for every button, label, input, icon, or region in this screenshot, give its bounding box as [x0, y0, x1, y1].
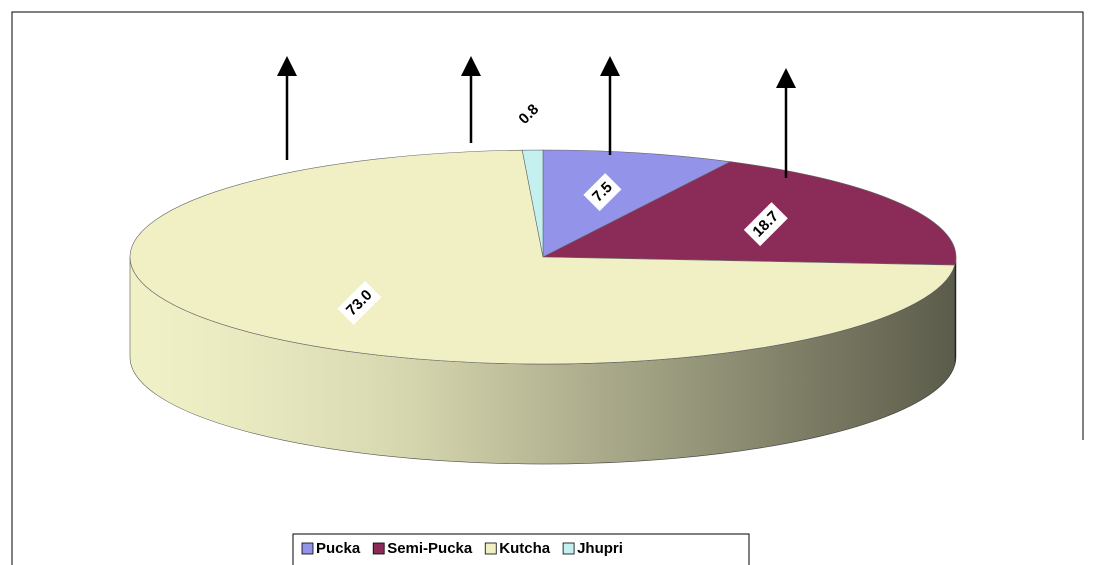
slice	[521, 149, 544, 258]
data-label-box	[583, 173, 622, 212]
slice	[542, 161, 957, 266]
data-label-text: 0.8	[515, 101, 542, 128]
legend: Pucka Semi-Pucka Kutcha Jhupri	[301, 540, 623, 557]
pie: 7.518.773.00.8	[129, 101, 957, 465]
legend-swatch	[562, 542, 575, 555]
chart-frame	[11, 11, 1084, 565]
slice	[542, 149, 732, 258]
arrows	[277, 56, 796, 178]
legend-label: Kutcha	[499, 540, 550, 557]
legend-label: Jhupri	[577, 540, 623, 557]
legend-swatch	[372, 542, 385, 555]
slice-side-shade	[129, 257, 955, 465]
data-label: 0.8	[515, 101, 542, 128]
legend-box	[292, 533, 750, 565]
data-label-box	[337, 280, 382, 325]
legend-label: Semi-Pucka	[387, 540, 473, 557]
legend-swatch	[484, 542, 497, 555]
legend-label: Pucka	[316, 540, 361, 557]
slice	[129, 149, 956, 365]
data-label-box	[743, 202, 788, 247]
legend-swatch	[301, 542, 314, 555]
